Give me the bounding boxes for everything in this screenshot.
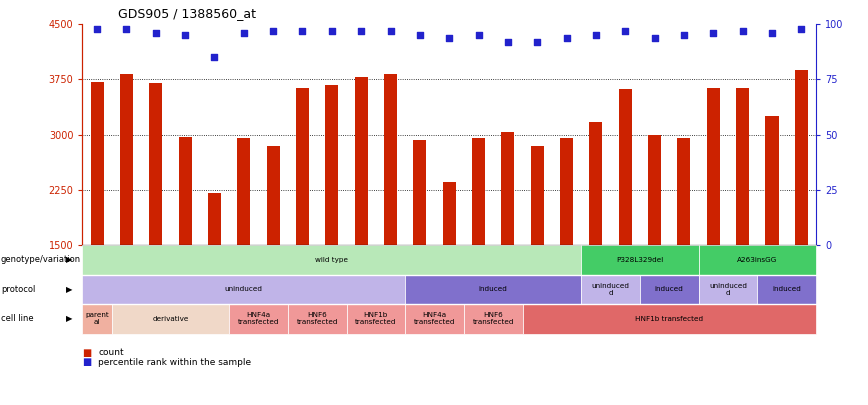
Text: induced: induced <box>773 286 801 292</box>
Point <box>765 30 779 36</box>
Point <box>413 32 427 38</box>
Bar <box>736 87 749 245</box>
Bar <box>413 140 426 245</box>
Bar <box>530 147 544 245</box>
Point <box>707 30 720 36</box>
Point <box>501 39 515 45</box>
Point <box>560 34 574 41</box>
Bar <box>707 87 720 245</box>
Bar <box>326 85 339 245</box>
Text: uninduced
d: uninduced d <box>709 283 746 296</box>
Text: count: count <box>98 348 124 357</box>
Text: HNF4a
transfected: HNF4a transfected <box>414 312 456 326</box>
Point <box>471 32 485 38</box>
Point <box>295 28 309 34</box>
Text: parent
al: parent al <box>85 312 109 326</box>
Text: percentile rank within the sample: percentile rank within the sample <box>98 358 251 367</box>
Bar <box>296 87 309 245</box>
Text: wild type: wild type <box>315 257 348 263</box>
Text: ▶: ▶ <box>66 285 73 294</box>
Point <box>178 32 192 38</box>
Bar <box>589 122 602 245</box>
Text: ▶: ▶ <box>66 314 73 324</box>
Text: HNF6
transfected: HNF6 transfected <box>296 312 338 326</box>
Bar <box>794 70 808 245</box>
Bar <box>90 82 104 245</box>
Point <box>677 32 691 38</box>
Text: induced: induced <box>654 286 684 292</box>
Bar <box>354 77 368 245</box>
Bar <box>648 134 661 245</box>
Text: A263insGG: A263insGG <box>737 257 778 263</box>
Bar <box>677 138 691 245</box>
Point <box>442 34 457 41</box>
Bar <box>619 89 632 245</box>
Bar <box>237 138 251 245</box>
Point <box>325 28 339 34</box>
Text: ■: ■ <box>82 348 92 358</box>
Text: uninduced: uninduced <box>225 286 263 292</box>
Point <box>149 30 163 36</box>
Point <box>648 34 661 41</box>
Bar <box>766 115 779 245</box>
Text: HNF1b transfected: HNF1b transfected <box>635 316 703 322</box>
Point <box>794 26 808 32</box>
Text: HNF1b
transfected: HNF1b transfected <box>355 312 397 326</box>
Text: protocol: protocol <box>1 285 36 294</box>
Text: HNF4a
transfected: HNF4a transfected <box>238 312 279 326</box>
Point <box>589 32 602 38</box>
Bar <box>384 75 398 245</box>
Point <box>735 28 749 34</box>
Text: P328L329del: P328L329del <box>616 257 663 263</box>
Point <box>266 28 280 34</box>
Point <box>618 28 632 34</box>
Bar <box>120 74 133 245</box>
Text: derivative: derivative <box>152 316 188 322</box>
Point <box>207 54 221 61</box>
Bar <box>207 193 221 245</box>
Bar <box>501 132 515 245</box>
Point <box>354 28 368 34</box>
Point <box>237 30 251 36</box>
Text: ■: ■ <box>82 357 92 367</box>
Bar <box>179 137 192 245</box>
Text: cell line: cell line <box>1 314 34 324</box>
Point <box>90 26 104 32</box>
Text: genotype/variation: genotype/variation <box>1 255 81 264</box>
Bar <box>443 183 456 245</box>
Bar <box>560 138 573 245</box>
Bar <box>149 83 162 245</box>
Bar <box>266 147 279 245</box>
Bar <box>472 138 485 245</box>
Point <box>120 26 134 32</box>
Text: induced: induced <box>479 286 508 292</box>
Text: GDS905 / 1388560_at: GDS905 / 1388560_at <box>118 7 255 20</box>
Point <box>530 39 544 45</box>
Text: uninduced
d: uninduced d <box>592 283 629 296</box>
Point <box>384 28 398 34</box>
Text: HNF6
transfected: HNF6 transfected <box>472 312 514 326</box>
Text: ▶: ▶ <box>66 255 73 264</box>
